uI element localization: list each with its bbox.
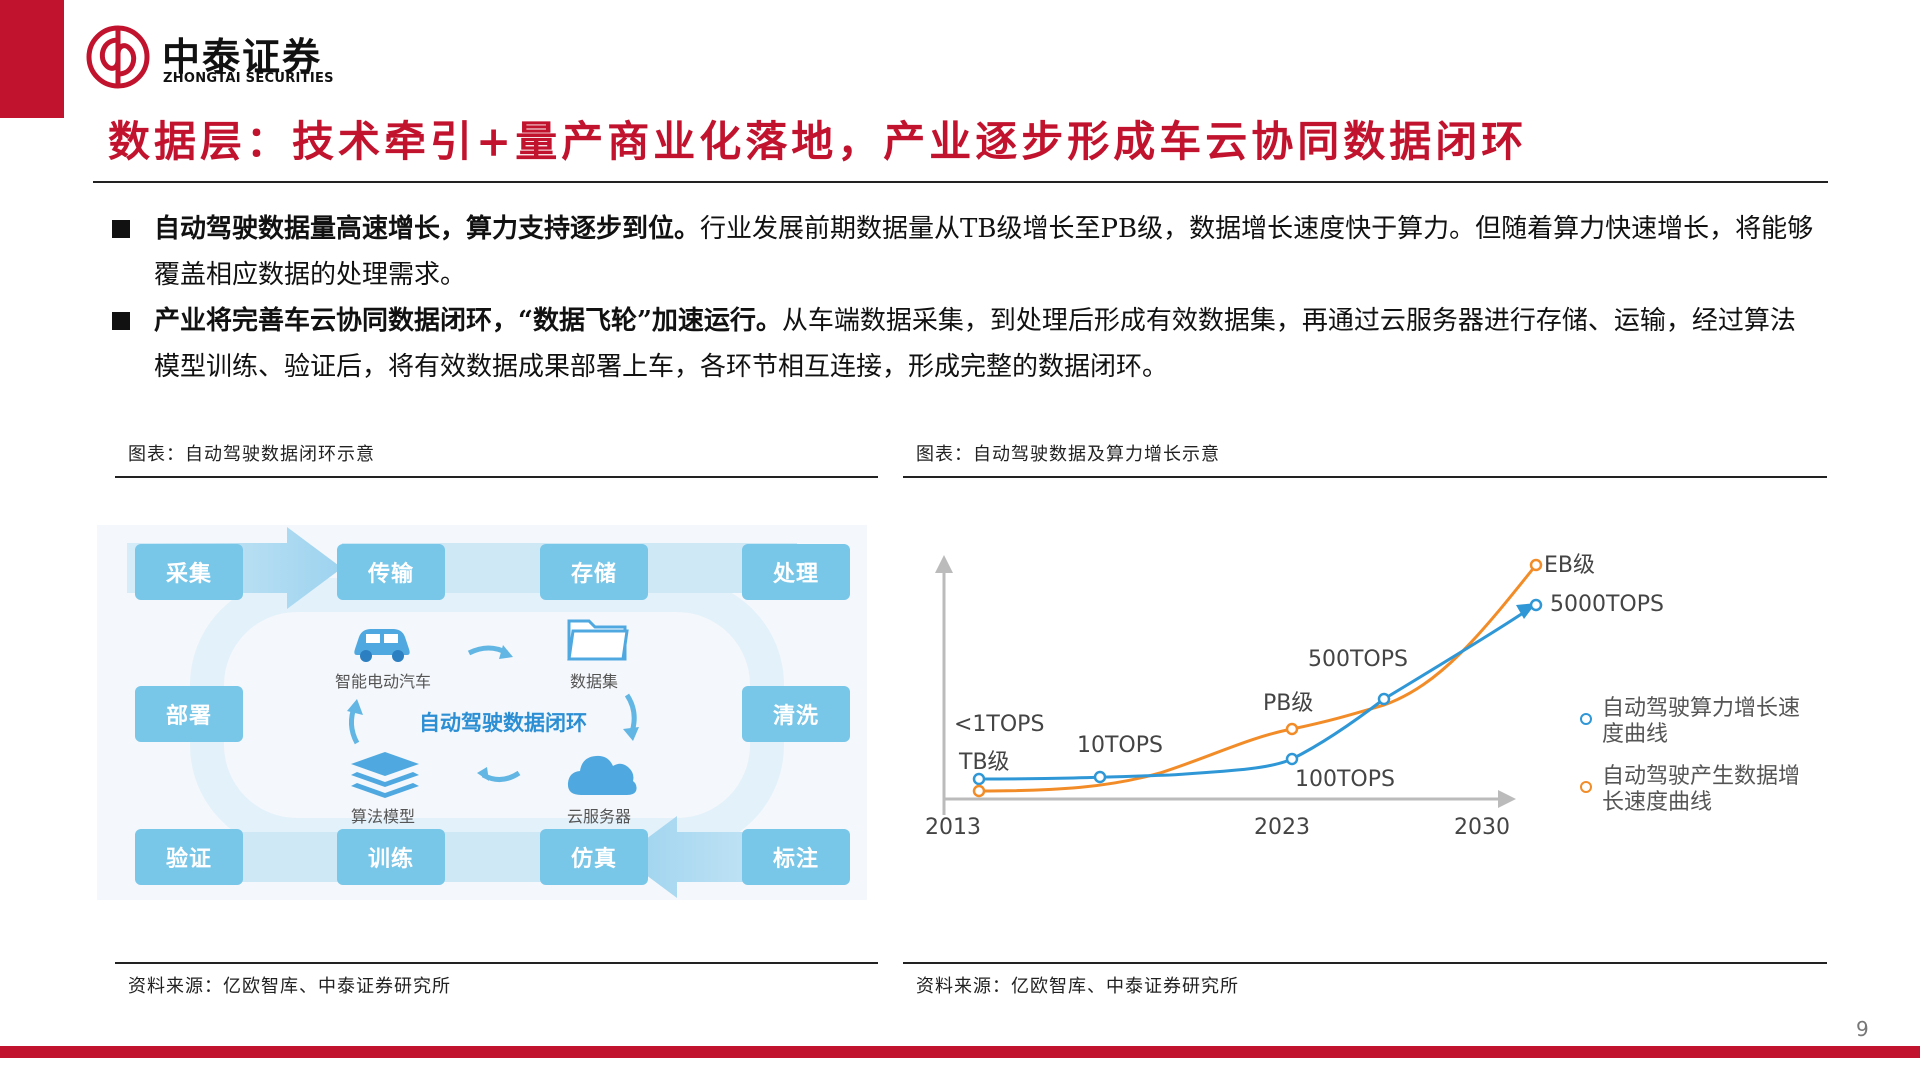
node-clean: 清洗	[742, 686, 850, 742]
loop-center-label: 自动驾驶数据闭环	[419, 711, 587, 735]
x-axis-arrow	[1498, 790, 1516, 808]
data-label-500tops: 500TOPS	[1308, 647, 1408, 672]
bullet-item: 自动驾驶数据量高速增长，算力支持逐步到位。行业发展前期数据量从TB级增长至PB级…	[108, 206, 1818, 298]
right-figure-source: 资料来源：亿欧智库、中泰证券研究所	[916, 976, 1239, 997]
point-compute-2	[1285, 752, 1299, 766]
title-divider	[93, 181, 1828, 183]
bullet-text: 从车端数据采集，到处理后形成有效数据集，再通过云服务器进行存储、运输，经过算法模…	[154, 306, 1796, 382]
bullet-bold: 自动驾驶数据量高速增长，算力支持逐步到位。	[154, 214, 701, 244]
header-accent-block	[0, 0, 64, 118]
node-train: 训练	[337, 829, 445, 885]
footer-accent-bar	[0, 1046, 1920, 1058]
series-line-compute	[978, 609, 1527, 781]
right-caption-rule	[903, 476, 1827, 478]
node-deploy: 部署	[135, 686, 243, 742]
bullet-square-icon	[112, 220, 130, 238]
bullet-item: 产业将完善车云协同数据闭环，“数据飞轮”加速运行。从车端数据采集，到处理后形成有…	[108, 298, 1818, 390]
node-store: 存储	[540, 544, 648, 600]
legend-marker-compute	[1580, 713, 1592, 725]
node-process: 处理	[742, 544, 850, 600]
zhongtai-logo	[85, 24, 345, 94]
data-label-pb: PB级	[1263, 691, 1314, 716]
growth-chart-svg	[935, 555, 1543, 815]
bullet-list: 自动驾驶数据量高速增长，算力支持逐步到位。行业发展前期数据量从TB级增长至PB级…	[108, 206, 1818, 390]
zhongtai-logo-icon	[86, 25, 150, 89]
layers-icon	[351, 752, 419, 798]
label-cloud-server: 云服务器	[567, 807, 632, 826]
bullet-bold: 产业将完善车云协同数据闭环，“数据飞轮”加速运行。	[154, 306, 782, 336]
bullet-square-icon	[112, 312, 130, 330]
data-label-5000tops: 5000TOPS	[1550, 592, 1664, 617]
right-figure-caption: 图表：自动驾驶数据及算力增长示意	[916, 444, 1220, 465]
growth-chart: 2013 2023 2030 <1TOPS 10TOPS 100TOPS 500…	[910, 525, 1830, 865]
brand-name-en: ZHONGTAI SECURITIES	[163, 71, 334, 86]
car-icon	[354, 629, 410, 662]
label-algorithm-model: 算法模型	[351, 807, 416, 826]
series-line-data	[978, 564, 1538, 793]
label-smart-ev: 智能电动汽车	[335, 672, 432, 691]
legend-data: 自动驾驶产生数据增长速度曲线	[1602, 764, 1801, 815]
x-tick-label: 2023	[1254, 815, 1310, 840]
x-tick-label: 2030	[1454, 815, 1510, 840]
left-caption-rule	[115, 476, 878, 478]
y-axis-arrow	[935, 555, 953, 573]
node-simulate: 仿真	[540, 829, 648, 885]
data-label-100tops: 100TOPS	[1295, 767, 1395, 792]
page-title: 数据层：技术牵引+量产商业化落地，产业逐步形成车云协同数据闭环	[108, 117, 1528, 166]
data-label-eb: EB级	[1544, 553, 1595, 578]
node-label: 标注	[742, 829, 850, 885]
legend-marker-data	[1580, 781, 1592, 793]
data-label-10tops: 10TOPS	[1077, 733, 1163, 758]
point-compute-0	[972, 772, 986, 786]
point-data-2	[1529, 558, 1543, 572]
legend-compute: 自动驾驶算力增长速度曲线	[1602, 696, 1801, 747]
node-collect: 采集	[135, 544, 243, 600]
node-transmit: 传输	[337, 544, 445, 600]
node-validate: 验证	[135, 829, 243, 885]
data-loop-diagram: 采集 传输 存储 处理 部署 清洗 验证 训练 仿真 标注 智能电动汽车 数据集…	[97, 525, 867, 900]
right-source-rule	[903, 962, 1827, 964]
brand-name-cn: 中泰证券	[162, 35, 323, 79]
cycle-arrow-icon	[347, 645, 639, 782]
cloud-icon	[567, 755, 637, 795]
point-data-1	[1285, 722, 1299, 736]
folder-icon	[567, 619, 629, 661]
point-data-0	[972, 784, 986, 798]
point-compute-3	[1377, 692, 1391, 706]
left-source-rule	[115, 962, 878, 964]
point-compute-4	[1529, 598, 1543, 612]
page-number: 9	[1856, 1017, 1869, 1041]
data-label-tb: TB级	[959, 750, 1010, 775]
left-figure-caption: 图表：自动驾驶数据闭环示意	[128, 444, 375, 465]
x-tick-label: 2013	[925, 815, 981, 840]
bullet-text: 行业发展前期数据量从TB级增长至PB级，数据增长速度快于算力。但随着算力快速增长…	[154, 214, 1814, 290]
left-figure-source: 资料来源：亿欧智库、中泰证券研究所	[128, 976, 451, 997]
point-compute-1	[1093, 770, 1107, 784]
data-label-lt1tops: <1TOPS	[954, 712, 1045, 737]
label-dataset: 数据集	[570, 672, 619, 691]
